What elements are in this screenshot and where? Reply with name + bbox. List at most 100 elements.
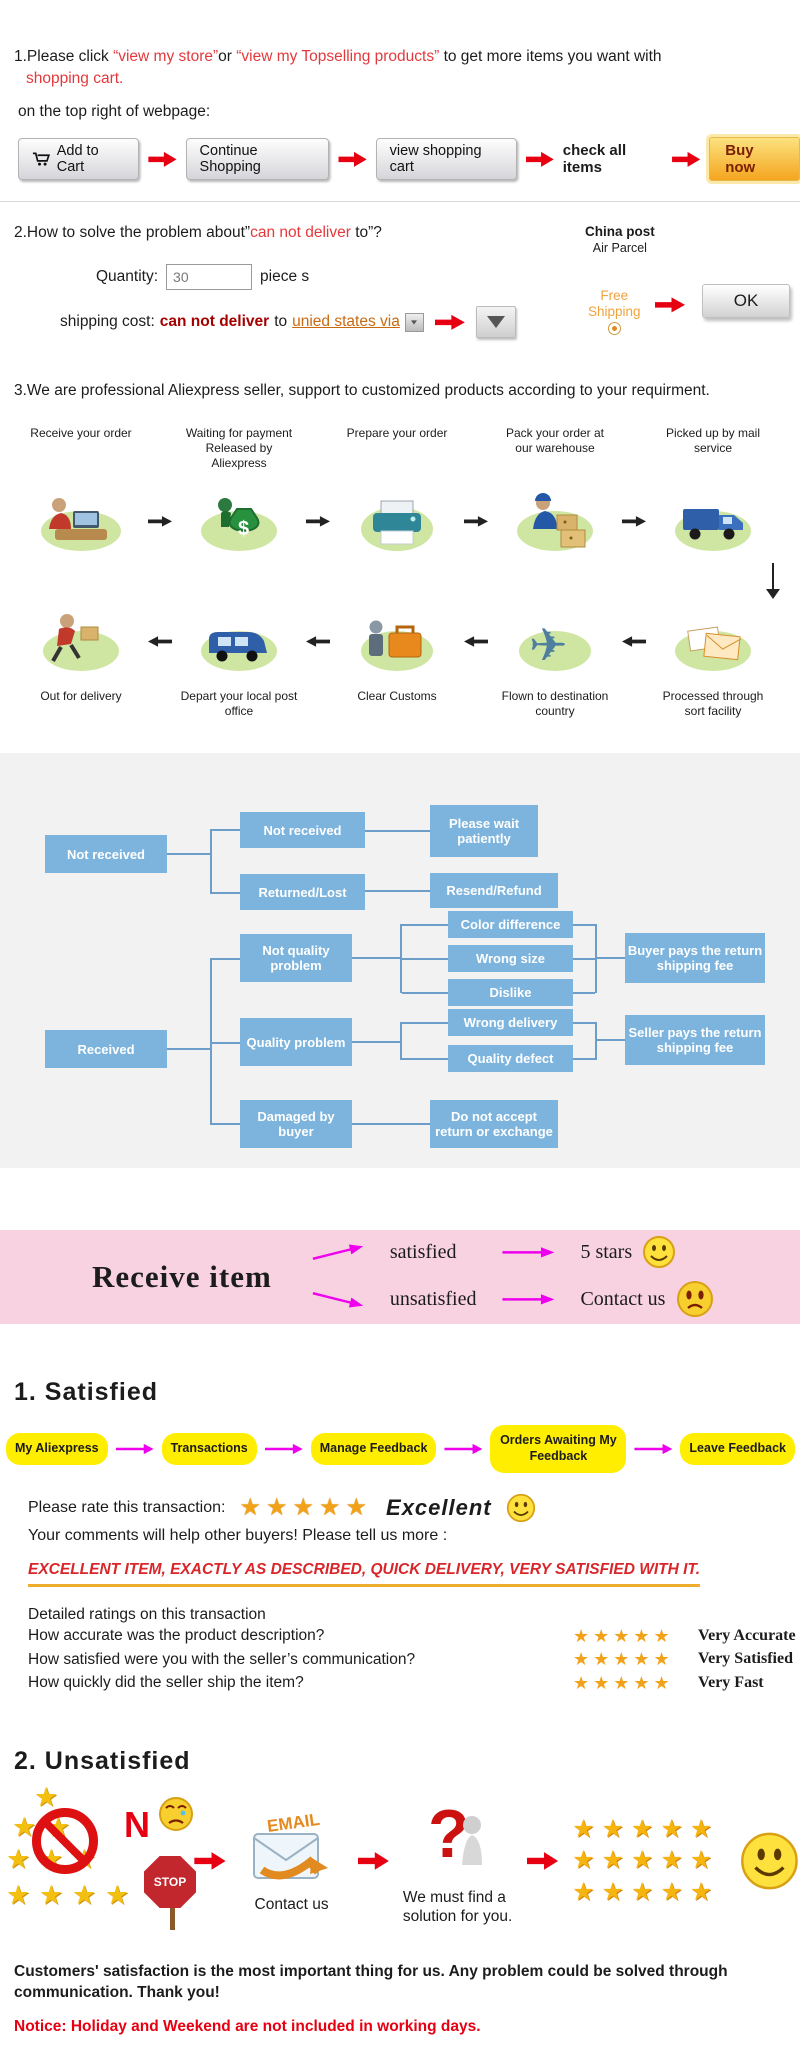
- flow-seller-pays: Seller pays the return shipping fee: [625, 1015, 765, 1066]
- email-label: EMAIL: [266, 1809, 321, 1835]
- comments-help-line: Your comments will help other buyers! Pl…: [28, 1526, 448, 1544]
- quantity-row: Quantity: piece s: [96, 264, 800, 291]
- intro-text-a: 1.Please click: [14, 48, 114, 65]
- arrow-right-icon: [525, 151, 554, 167]
- process-label: Flown to destination country: [501, 689, 609, 719]
- cart-flow-row: Add to Cart Continue Shopping view shopp…: [18, 137, 800, 182]
- arrow-down-icon: [746, 563, 800, 600]
- connector-line: [573, 924, 595, 927]
- add-to-cart-button[interactable]: Add to Cart: [18, 138, 140, 181]
- dollar-glyph: $: [238, 518, 249, 540]
- plane-glyph: ✈: [529, 619, 568, 671]
- airplane-icon: ✈: [519, 619, 591, 672]
- connector-line: [573, 958, 595, 961]
- unsatisfied-graphic-row: ★ ★ ★ ★ ★ ★ ★ ★ ★ ★ N STOP EMAIL Contact…: [6, 1782, 800, 1936]
- buy-now-button[interactable]: Buy now: [709, 137, 800, 182]
- connector-line: [365, 890, 430, 893]
- process-label: Clear Customs: [357, 689, 437, 704]
- chevron-down-icon: [486, 316, 505, 329]
- connector-line: [573, 1022, 595, 1025]
- process-top-labels: Receive your order Waiting for payment R…: [0, 426, 800, 471]
- process-label: Picked up by mail service: [665, 426, 761, 456]
- order-process-diagram: Receive your order Waiting for payment R…: [0, 426, 800, 719]
- rating-question: How accurate was the product description…: [28, 1627, 325, 1645]
- arrow-right-icon: [115, 1443, 154, 1455]
- topselling-link[interactable]: “view my Topselling products”: [236, 48, 440, 65]
- stop-label: STOP: [153, 1874, 187, 1889]
- shipping-method-dropdown[interactable]: [475, 306, 516, 339]
- leave-feedback-button[interactable]: Leave Feedback: [680, 1433, 796, 1465]
- heading-red-text: can not deliver: [250, 224, 351, 242]
- satisfied-label: satisfied: [389, 1240, 457, 1263]
- connector-line: [597, 1039, 625, 1042]
- feedback-quote: EXCELLENT ITEM, EXACTLY AS DESCRIBED, QU…: [28, 1561, 701, 1587]
- pickup-truck-icon: [675, 509, 751, 552]
- five-star-rating[interactable]: ★★★★★: [573, 1649, 674, 1670]
- arrow-right-icon: [444, 1443, 483, 1455]
- ok-button[interactable]: OK: [702, 284, 790, 319]
- five-star-rating[interactable]: ★★★★★: [239, 1494, 373, 1522]
- five-stars-label: 5 stars: [580, 1240, 633, 1263]
- arrow-right-icon: [464, 516, 488, 527]
- connector-line: [212, 892, 240, 895]
- radio-selected-icon[interactable]: [607, 322, 621, 336]
- five-star-rating[interactable]: ★★★★★: [573, 1625, 674, 1646]
- continue-shopping-button[interactable]: Continue Shopping: [185, 138, 330, 181]
- china-post-line1: China post: [585, 224, 655, 240]
- process-label: Waiting for payment Released by Aliexpre…: [185, 426, 293, 471]
- arrow-left-icon: [148, 635, 172, 648]
- arrow-right-icon: [311, 1239, 365, 1266]
- heading-text: 2.How to solve the problem about”: [14, 224, 251, 242]
- free-shipping-line1: Free: [600, 288, 629, 304]
- star-icon: ★: [39, 1879, 64, 1910]
- free-shipping-option[interactable]: Free Shipping: [588, 288, 641, 336]
- my-aliexpress-button[interactable]: My Aliexpress: [6, 1433, 108, 1465]
- check-all-items-label: check all items: [562, 142, 627, 177]
- connector-line: [212, 1042, 240, 1045]
- process-bottom-labels: Out for delivery Depart your local post …: [0, 689, 800, 719]
- connector-line: [402, 1022, 448, 1025]
- rating-question: How satisfied were you with the seller’s…: [28, 1650, 416, 1668]
- connector-line: [402, 958, 448, 961]
- shopping-cart-link[interactable]: shopping cart.: [26, 69, 124, 87]
- connector-line: [402, 1058, 448, 1061]
- connector-line: [573, 992, 595, 995]
- big-happy-face-icon: [741, 1832, 798, 1890]
- happy-face-icon: [506, 1493, 535, 1522]
- air-parcel-line: Air Parcel: [592, 241, 647, 256]
- post-van-icon: [201, 631, 277, 672]
- rating-answer: Very Satisfied: [698, 1650, 793, 1668]
- arrow-left-icon: [622, 635, 646, 648]
- process-label: Prepare your order: [346, 426, 448, 441]
- flow-quality-problem: Quality problem: [240, 1018, 352, 1067]
- five-star-rating[interactable]: ★★★★★: [573, 1672, 674, 1693]
- united-states-link[interactable]: unied states via: [292, 313, 400, 331]
- continue-shopping-label: Continue Shopping: [199, 143, 261, 176]
- no-low-stars-graphic: ★ ★ ★ ★ ★ ★ ★ ★ ★ ★ N STOP: [6, 1782, 196, 1936]
- sad-face-icon: [677, 1281, 714, 1318]
- connector-line: [212, 829, 240, 832]
- arrow-right-icon: [526, 1852, 559, 1870]
- transactions-button[interactable]: Transactions: [161, 1433, 257, 1465]
- arrow-right-icon: [311, 1286, 365, 1313]
- view-my-store-link[interactable]: “view my store”: [113, 48, 219, 65]
- section-deliver-problem: 2.How to solve the problem about”can not…: [0, 216, 800, 356]
- arrow-right-icon: [672, 151, 701, 167]
- view-shopping-cart-button[interactable]: view shopping cart: [375, 138, 517, 181]
- arrow-left-icon: [306, 635, 330, 648]
- arrow-right-icon: [338, 151, 367, 167]
- process-bottom-icons: ✈: [0, 605, 800, 677]
- manage-feedback-button[interactable]: Manage Feedback: [310, 1433, 437, 1465]
- add-to-cart-label: Add to Cart: [56, 143, 99, 176]
- quantity-input[interactable]: [166, 264, 253, 291]
- section2-heading: 2.How to solve the problem about”can not…: [14, 216, 800, 242]
- arrow-right-icon: [148, 516, 172, 527]
- country-dropdown[interactable]: [404, 312, 424, 332]
- flow-wrong-size: Wrong size: [448, 945, 573, 973]
- payment-released-icon: $: [201, 498, 277, 552]
- process-label: Processed through sort facility: [662, 689, 764, 719]
- process-label: Out for delivery: [40, 689, 122, 704]
- flow-returned-lost: Returned/Lost: [240, 874, 365, 911]
- rating-answer: Very Fast: [698, 1673, 764, 1691]
- orders-awaiting-button[interactable]: Orders Awaiting My Feedback: [490, 1425, 627, 1473]
